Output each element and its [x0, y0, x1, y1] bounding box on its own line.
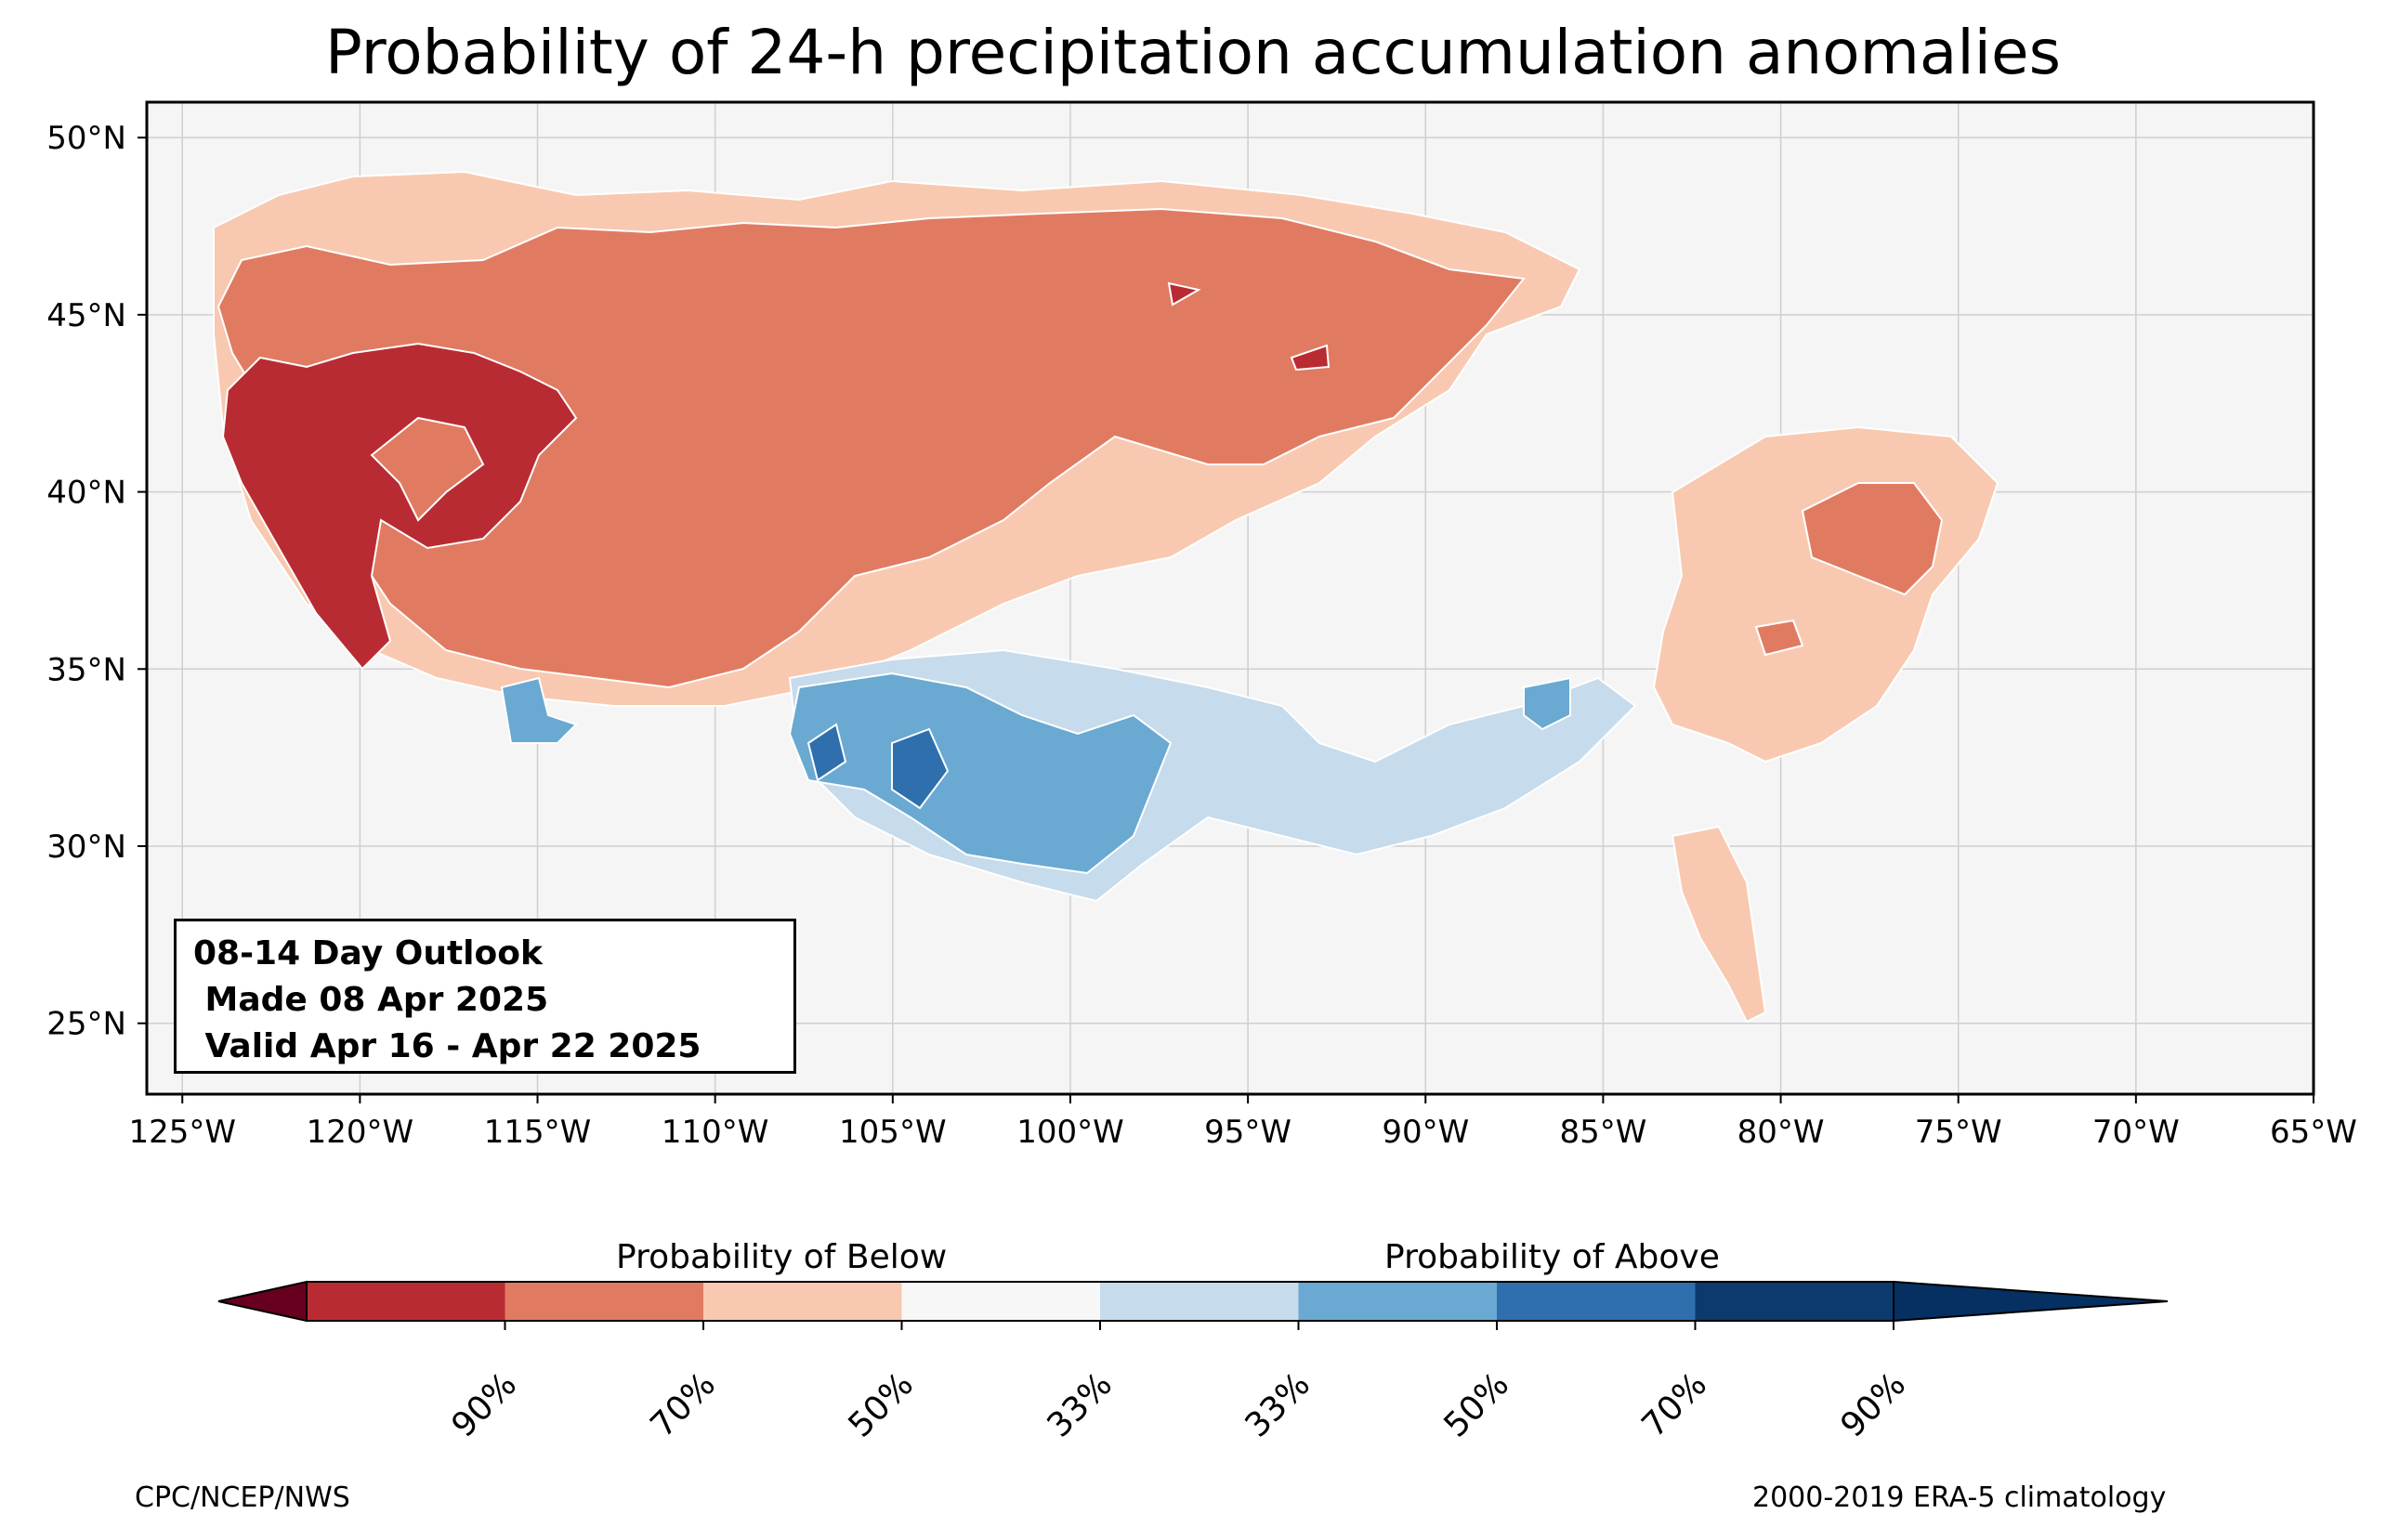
above-50-region-texas [788, 672, 1173, 875]
longitude-ticks: 125°W 120°W 115°W 110°W 105°W 100°W 95°W 90°W 85… [128, 1094, 2357, 1151]
colorbar-segment [1298, 1282, 1498, 1321]
colorbar-segment [901, 1282, 1101, 1321]
colorbar-segment [1497, 1282, 1697, 1321]
lon-tick-label: 65°W [2270, 1114, 2357, 1151]
lon-tick-label: 120°W [307, 1114, 414, 1151]
outlook-line-3: Valid Apr 16 - Apr 22 2025 [193, 1027, 701, 1065]
colorbar-segment [307, 1282, 506, 1321]
latitude-ticks: 50°N 45°N 40°N 35°N 30°N 25°N [46, 120, 147, 1043]
below-70-spot-dakota [1167, 281, 1201, 307]
map-layers [147, 102, 2314, 1094]
above-70-region-texas [806, 723, 950, 810]
lon-tick-label: 80°W [1737, 1114, 1825, 1151]
lon-tick-label: 105°W [839, 1114, 947, 1151]
below-50-region-west [216, 207, 1526, 689]
colorbar-segment [703, 1282, 903, 1321]
lat-tick-label: 35°N [46, 651, 126, 688]
colorbar-extend-right [1893, 1280, 2169, 1323]
lon-tick-label: 70°W [2092, 1114, 2180, 1151]
colorbar-extend-left [217, 1280, 308, 1323]
lat-tick-label: 25°N [46, 1006, 126, 1043]
lat-tick-label: 50°N [46, 120, 126, 157]
credit-left: CPC/NCEP/NWS [135, 1481, 350, 1514]
lon-tick-label: 95°W [1204, 1114, 1291, 1151]
lat-tick-label: 40°N [46, 475, 126, 512]
colorbar [217, 1280, 2169, 1330]
lon-tick-label: 115°W [484, 1114, 592, 1151]
colorbar-below-label: Probability of Below [616, 1238, 948, 1276]
colorbar-above-label: Probability of Above [1384, 1238, 1720, 1276]
below-50-inner-nevada [370, 416, 485, 522]
below-33-region-florida [1671, 825, 1767, 1024]
outlook-line-2: Made 08 Apr 2025 [193, 981, 549, 1019]
credit-right: 2000-2019 ERA-5 climatology [1752, 1481, 2167, 1514]
colorbar-segment [1695, 1282, 1894, 1321]
lon-tick-label: 90°W [1382, 1114, 1469, 1151]
below-70-spot-iowa [1290, 344, 1331, 372]
outlook-line-1: 08-14 Day Outlook [193, 934, 543, 972]
below-50-region-midatlantic [1801, 482, 1944, 596]
lon-tick-label: 110°W [662, 1114, 769, 1151]
lat-tick-label: 30°N [46, 829, 126, 866]
outlook-info-box: 08-14 Day Outlook Made 08 Apr 2025 Valid… [174, 919, 796, 1074]
lon-tick-label: 85°W [1559, 1114, 1646, 1151]
below-50-spot-tennessee [1754, 619, 1804, 657]
above-50-spot-arizona [500, 676, 578, 744]
above-50-spot-alabama [1523, 676, 1571, 731]
lon-tick-label: 125°W [128, 1114, 236, 1151]
page-title: Probability of 24-h precipitation accumu… [324, 17, 2062, 88]
map-frame [145, 100, 2315, 1096]
colorbar-segment [505, 1282, 704, 1321]
below-70-region-california [221, 342, 578, 671]
lat-tick-label: 45°N [46, 297, 126, 334]
lon-tick-label: 100°W [1016, 1114, 1124, 1151]
lon-tick-label: 75°W [1915, 1114, 2002, 1151]
colorbar-segment [1100, 1282, 1300, 1321]
